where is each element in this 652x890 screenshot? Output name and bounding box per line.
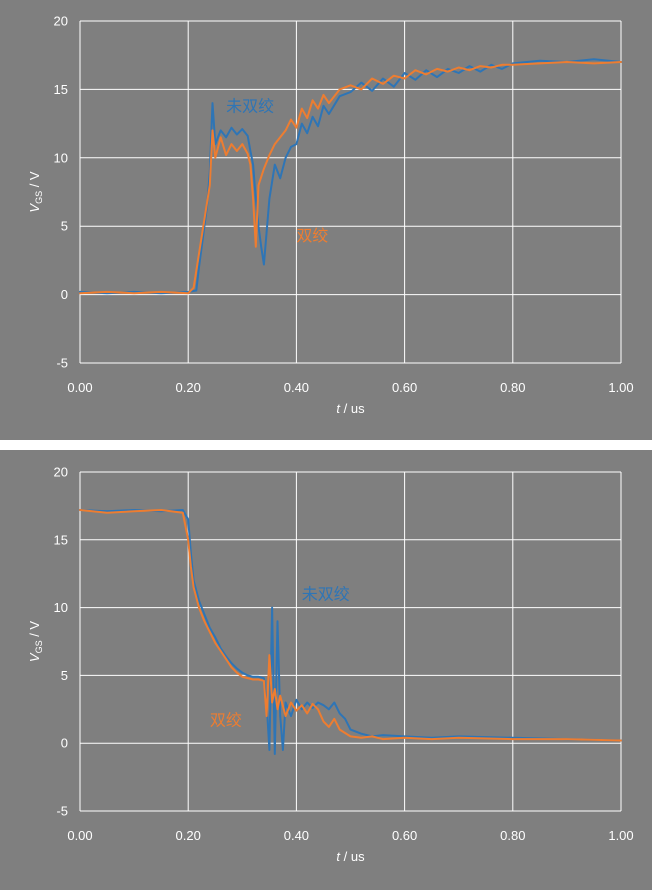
- y-tick-label: 10: [54, 600, 68, 615]
- x-tick-label: 0.60: [392, 380, 417, 395]
- x-tick-label: 1.00: [608, 380, 633, 395]
- annotation-untwisted: 未双绞: [226, 96, 274, 115]
- annotation-untwisted: 未双绞: [302, 584, 350, 603]
- y-tick-label: 10: [54, 150, 68, 165]
- y-tick-label: -5: [56, 356, 68, 371]
- x-tick-label: 0.20: [176, 380, 201, 395]
- annotation-twisted: 双绞: [210, 711, 242, 730]
- y-tick-label: 15: [54, 532, 68, 547]
- chart-background: [0, 0, 652, 440]
- y-tick-label: 20: [54, 14, 68, 29]
- y-tick-label: 0: [61, 736, 68, 751]
- x-tick-label: 1.00: [608, 828, 633, 843]
- chart-bottom: -5 0 5 10 15 20 0.00 0.20 0.40 0.60 0.80 1.00 t / us…: [0, 450, 652, 890]
- y-axis-label: VGS / V: [27, 171, 44, 213]
- x-tick-label: 0.40: [284, 828, 309, 843]
- gridlines: [79, 471, 622, 812]
- chart-background: [0, 450, 652, 890]
- y-tick-label: 0: [61, 287, 68, 302]
- x-tick-label: 0.40: [284, 380, 309, 395]
- x-tick-label: 0.20: [176, 828, 201, 843]
- annotation-twisted: 双绞: [296, 226, 328, 245]
- x-tick-label: 0.80: [500, 380, 525, 395]
- series-line-untwisted: [79, 509, 622, 755]
- y-tick-label: 5: [61, 668, 68, 683]
- y-tick-label: -5: [56, 804, 68, 819]
- chart-top: -5 0 5 10 15 20 0.00 0.20 0.40 0.60 0.80 1.00 t / us…: [0, 0, 652, 440]
- x-tick-label: 0.00: [67, 828, 92, 843]
- y-tick-label: 15: [54, 82, 68, 97]
- series-line-twisted: [79, 61, 622, 295]
- x-tick-label: 0.00: [67, 380, 92, 395]
- y-axis-label: VGS / V: [27, 621, 44, 663]
- y-tick-label: 20: [54, 465, 68, 480]
- x-axis-label: t / us: [336, 401, 365, 416]
- x-tick-label: 0.80: [500, 828, 525, 843]
- series-line-twisted: [79, 509, 622, 742]
- x-tick-label: 0.60: [392, 828, 417, 843]
- y-tick-label: 5: [61, 219, 68, 234]
- x-axis-label: t / us: [336, 849, 365, 864]
- gridlines: [79, 20, 622, 364]
